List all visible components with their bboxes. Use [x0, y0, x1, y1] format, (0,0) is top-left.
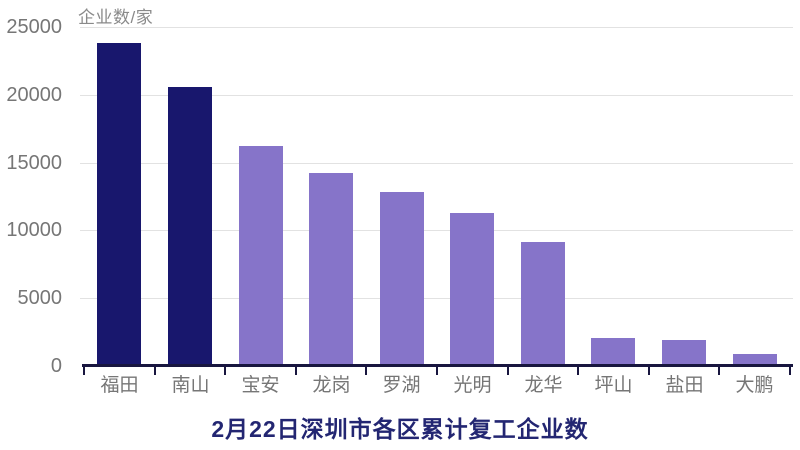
x-axis-tick	[789, 366, 791, 375]
gridline-20000	[80, 95, 793, 96]
y-tick-label-0: 0	[50, 355, 62, 377]
y-axis-unit-label: 企业数/家	[78, 8, 154, 27]
y-tick-label-10000: 10000	[6, 219, 62, 241]
bar-2-南山	[168, 87, 212, 367]
bar-1-福田	[97, 43, 141, 367]
bar-3-宝安	[239, 146, 283, 367]
x-tick-label-龙岗: 龙岗	[312, 375, 351, 396]
x-axis-tick	[295, 366, 297, 375]
x-tick-label-罗湖: 罗湖	[382, 375, 421, 396]
x-tick-label-龙华: 龙华	[524, 375, 563, 396]
x-tick-label-宝安: 宝安	[241, 375, 280, 396]
y-tick-label-25000: 25000	[6, 16, 62, 38]
y-tick-label-15000: 15000	[6, 152, 62, 174]
y-tick-label-5000: 5000	[17, 287, 63, 309]
gridline-15000	[80, 163, 793, 164]
x-axis-tick	[436, 366, 438, 375]
gridline-10000	[80, 230, 793, 231]
x-axis-tick	[154, 366, 156, 375]
x-axis-tick	[507, 366, 509, 375]
x-axis-line	[82, 364, 793, 367]
bar-4-龙岗	[309, 173, 353, 367]
x-tick-label-大鹏: 大鹏	[735, 375, 774, 396]
bar-5-罗湖	[380, 192, 424, 367]
x-axis-tick	[224, 366, 226, 375]
bar-7-龙华	[521, 242, 565, 367]
bar-6-光明	[450, 213, 494, 367]
x-tick-label-盐田: 盐田	[665, 375, 704, 396]
x-axis-tick	[718, 366, 720, 375]
x-tick-label-福田: 福田	[100, 375, 139, 396]
x-axis-tick	[83, 366, 85, 375]
x-tick-label-坪山: 坪山	[594, 375, 633, 396]
x-tick-label-光明: 光明	[453, 375, 492, 396]
x-axis-tick	[365, 366, 367, 375]
chart-title: 2月22日深圳市各区累计复工企业数	[211, 416, 589, 442]
bar-9-盐田	[662, 340, 706, 367]
y-tick-label-20000: 20000	[6, 84, 62, 106]
bar-8-坪山	[591, 338, 635, 367]
gridline-25000	[80, 27, 793, 28]
x-axis-tick	[648, 366, 650, 375]
x-tick-label-南山: 南山	[171, 375, 210, 396]
bar-10-大鹏	[733, 354, 777, 367]
x-axis-tick	[577, 366, 579, 375]
gridline-5000	[80, 298, 793, 299]
